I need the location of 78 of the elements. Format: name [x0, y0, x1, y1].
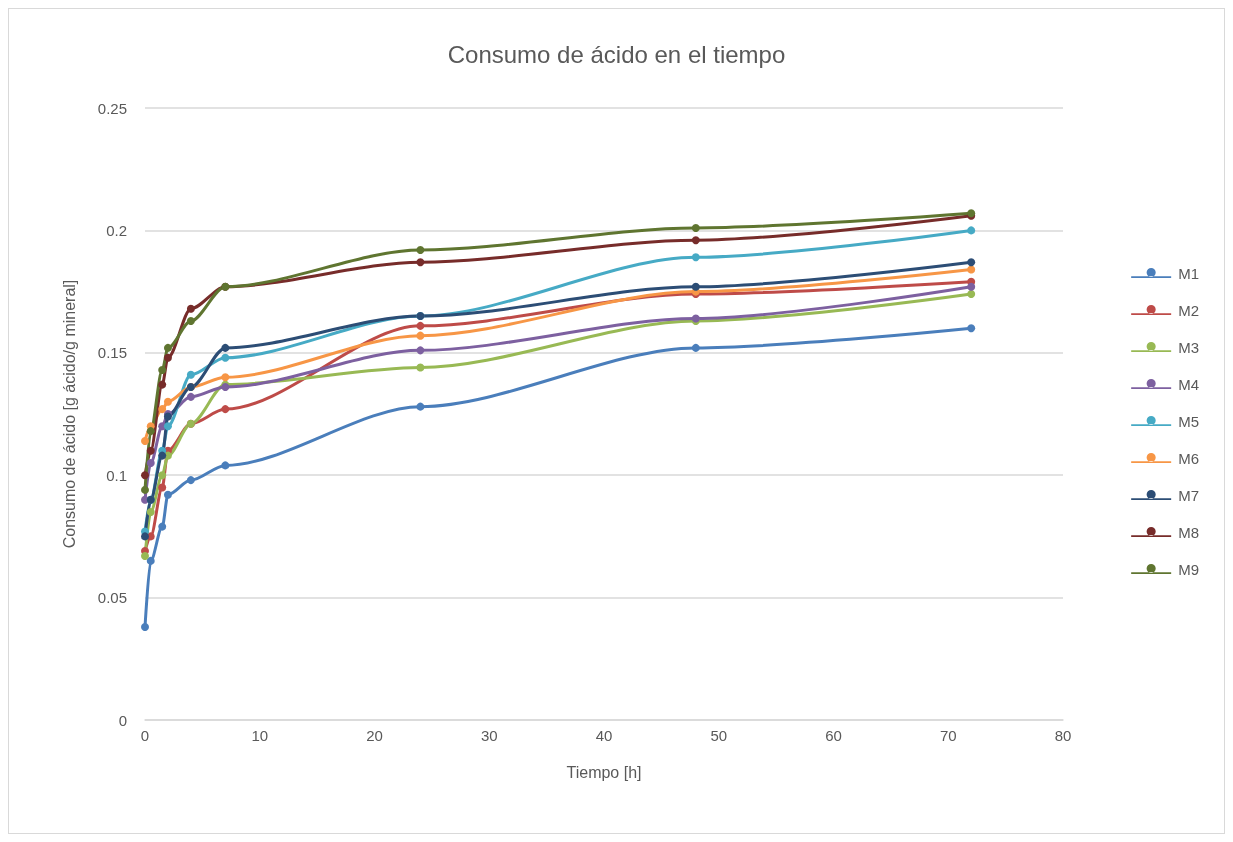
point: [691, 343, 700, 352]
point: [141, 551, 149, 560]
point: [691, 223, 700, 232]
point: [141, 471, 149, 480]
point: [158, 451, 167, 460]
point: [221, 461, 230, 470]
point: [158, 483, 167, 492]
point: [691, 253, 700, 262]
point: [141, 622, 149, 631]
point: [163, 422, 172, 431]
point: [221, 373, 230, 382]
legend-label: M2: [1178, 301, 1200, 319]
point: [416, 245, 425, 254]
point: [146, 507, 155, 516]
point: [186, 316, 195, 325]
point: [416, 258, 425, 267]
y-axis-title: Consumo de ácido [g ácido/g mineral]: [60, 279, 78, 549]
point: [416, 331, 425, 340]
chart-title: Consumo de ácido en el tiempo: [447, 40, 786, 68]
point: [967, 265, 976, 274]
x-tick-label: 70: [939, 727, 957, 744]
legend-label: M7: [1178, 486, 1200, 504]
point: [221, 405, 230, 414]
point: [158, 405, 167, 414]
point: [163, 397, 172, 406]
point: [416, 402, 425, 411]
point: [146, 556, 155, 565]
point: [186, 476, 195, 485]
point: [163, 343, 172, 352]
legend-label: M9: [1178, 560, 1200, 578]
point: [163, 353, 172, 362]
point: [691, 236, 700, 245]
point: [141, 532, 149, 541]
y-tick-label: 0.1: [106, 466, 127, 484]
point: [416, 363, 425, 372]
y-tick-label: 0.25: [97, 99, 127, 117]
point: [416, 346, 425, 355]
point: [221, 353, 230, 362]
point: [967, 290, 976, 299]
x-axis-title: Tiempo [h]: [566, 763, 642, 781]
point: [146, 458, 155, 467]
y-tick-label: 0.05: [97, 589, 127, 607]
point: [221, 343, 230, 352]
y-tick-label: 0.2: [106, 221, 127, 239]
point: [158, 471, 167, 480]
x-tick-label: 40: [595, 727, 613, 744]
y-tick-label: 0.15: [97, 344, 127, 362]
legend-label: M3: [1178, 338, 1200, 356]
legend-label: M4: [1178, 375, 1200, 393]
legend-label: M8: [1178, 523, 1200, 541]
point: [163, 490, 172, 499]
point: [186, 392, 195, 401]
x-tick-label: 60: [825, 727, 842, 744]
point: [416, 321, 425, 330]
x-tick-label: 50: [710, 727, 728, 744]
point: [158, 380, 167, 389]
point: [967, 324, 976, 333]
point: [967, 282, 976, 291]
point: [186, 304, 195, 313]
point: [141, 436, 149, 445]
x-tick-label: 10: [251, 727, 269, 744]
point: [141, 485, 149, 494]
legend-label: M5: [1178, 412, 1200, 430]
x-tick-label: 80: [1054, 727, 1072, 744]
x-tick-label: 0: [140, 727, 150, 744]
point: [146, 446, 155, 455]
point: [691, 282, 700, 291]
x-tick-label: 20: [366, 727, 383, 744]
x-tick-label: 30: [480, 727, 498, 744]
legend-label: M1: [1178, 264, 1200, 282]
point: [158, 522, 167, 531]
point: [146, 427, 155, 436]
y-tick-label: 0: [118, 711, 127, 729]
point: [158, 365, 167, 374]
point: [967, 226, 976, 235]
legend-label: M6: [1178, 449, 1200, 467]
point: [967, 258, 976, 267]
point: [186, 370, 195, 379]
